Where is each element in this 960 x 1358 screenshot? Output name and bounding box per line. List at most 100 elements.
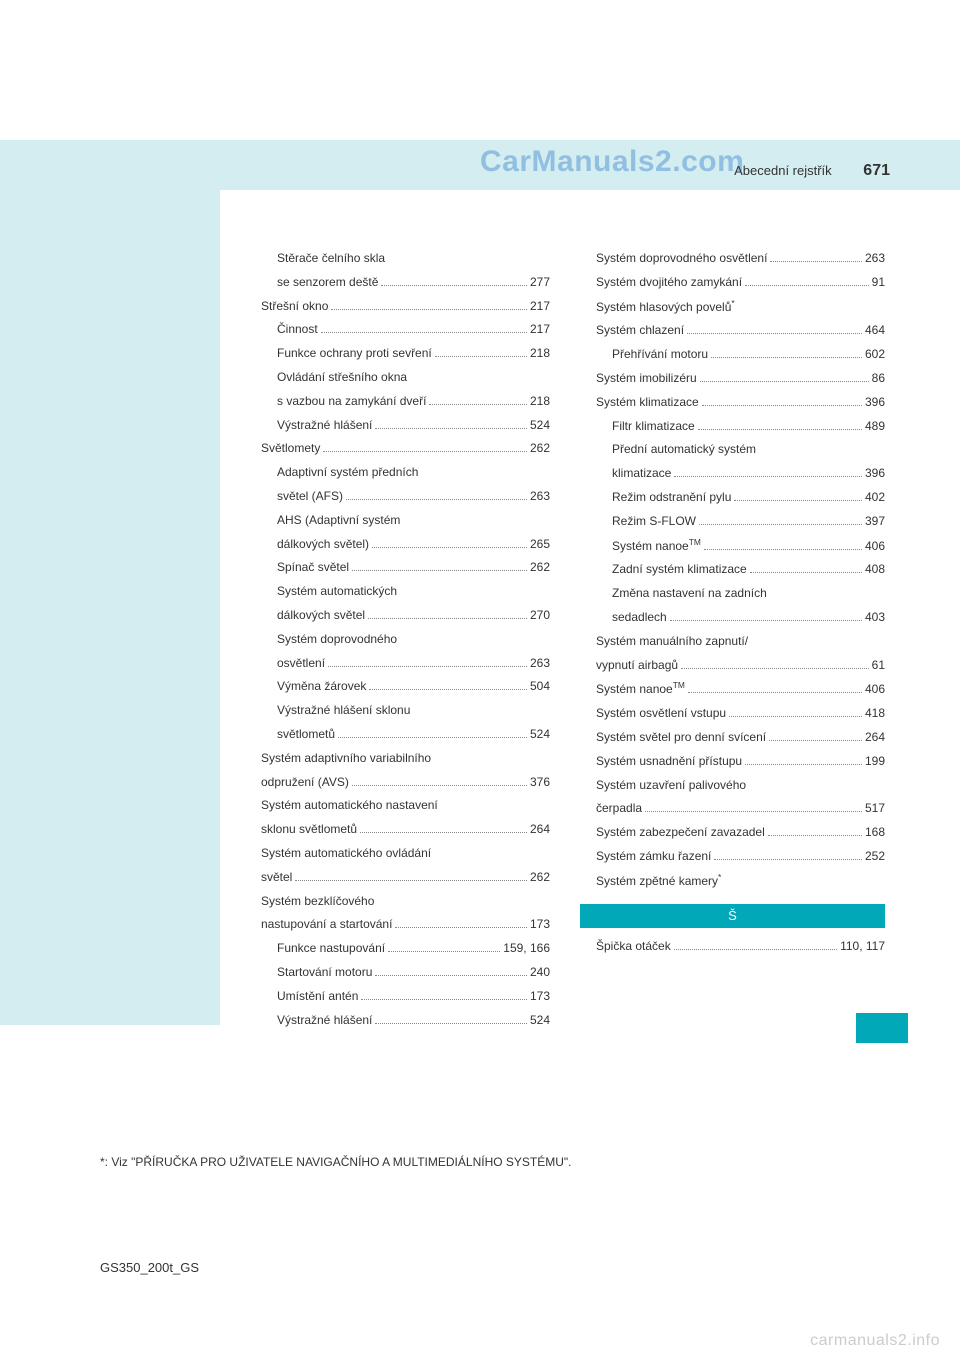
entry-label: nastupování a startování — [261, 916, 392, 933]
leader-dots — [688, 692, 862, 693]
entry-page: 504 — [530, 678, 550, 695]
index-entry: klimatizace396 — [580, 465, 885, 482]
entry-label: dálkových světel) — [277, 536, 369, 553]
index-entry: Systém bezklíčového — [245, 893, 550, 910]
entry-label: Adaptivní systém předních — [277, 464, 418, 481]
index-entry: Ovládání střešního okna — [245, 369, 550, 386]
index-entry: Systém zabezpečení zavazadel168 — [580, 824, 885, 841]
entry-label: odpružení (AVS) — [261, 774, 349, 791]
leader-dots — [770, 261, 862, 262]
entry-label: Stěrače čelního skla — [277, 250, 385, 267]
entry-label: Systém zpětné kamery* — [596, 872, 721, 890]
entry-page: 524 — [530, 417, 550, 434]
entry-label: Systém světel pro denní svícení — [596, 729, 766, 746]
entry-page: 396 — [865, 394, 885, 411]
leader-dots — [331, 309, 527, 310]
entry-page: 517 — [865, 800, 885, 817]
entry-label: AHS (Adaptivní systém — [277, 512, 400, 529]
index-entry: Adaptivní systém předních — [245, 464, 550, 481]
index-entry: Systém světel pro denní svícení 264 — [580, 729, 885, 746]
entry-page: 524 — [530, 726, 550, 743]
index-entry: Stěrače čelního skla — [245, 250, 550, 267]
entry-label: Systém osvětlení vstupu — [596, 705, 726, 722]
index-entry: s vazbou na zamykání dveří218 — [245, 393, 550, 410]
index-entry: sklonu světlometů264 — [245, 821, 550, 838]
index-entry: světel262 — [245, 869, 550, 886]
entry-page: 173 — [530, 916, 550, 933]
entry-page: 376 — [530, 774, 550, 791]
entry-label: Střešní okno — [261, 298, 328, 315]
entry-page: 263 — [865, 250, 885, 267]
header-label: Abecední rejstřík — [734, 163, 832, 178]
leader-dots — [375, 1023, 527, 1024]
leader-dots — [429, 404, 527, 405]
index-entry: světlometů524 — [245, 726, 550, 743]
leader-dots — [734, 500, 862, 501]
entry-page: 418 — [865, 705, 885, 722]
entry-page: 277 — [530, 274, 550, 291]
leader-dots — [352, 570, 527, 571]
leader-dots — [368, 618, 527, 619]
watermark-bottom: carmanuals2.info — [810, 1332, 940, 1350]
entry-page: 173 — [530, 988, 550, 1005]
index-entry: Startování motoru240 — [245, 964, 550, 981]
entry-label: světel (AFS) — [277, 488, 343, 505]
index-entry: Výstražné hlášení sklonu — [245, 702, 550, 719]
index-entry: Systém zpětné kamery* — [580, 872, 885, 890]
leader-dots — [700, 381, 869, 382]
index-entry: Výměna žárovek504 — [245, 678, 550, 695]
entry-label: Systém klimatizace — [596, 394, 699, 411]
index-entry: Střešní okno 217 — [245, 298, 550, 315]
index-entry: Systém automatického nastavení — [245, 797, 550, 814]
leader-dots — [769, 740, 862, 741]
watermark-top: CarManuals2.com — [480, 145, 744, 179]
leader-dots — [645, 811, 862, 812]
entry-page: 464 — [865, 322, 885, 339]
entry-label: Spínač světel — [277, 559, 349, 576]
index-entry: Systém imobilizéru 86 — [580, 370, 885, 387]
index-entry: Přední automatický systém — [580, 441, 885, 458]
entry-label: s vazbou na zamykání dveří — [277, 393, 426, 410]
entry-page: 402 — [865, 489, 885, 506]
entry-page: 91 — [872, 274, 885, 291]
index-entry: světel (AFS)263 — [245, 488, 550, 505]
leader-dots — [360, 832, 527, 833]
entry-label: Startování motoru — [277, 964, 372, 981]
entry-page: 252 — [865, 848, 885, 865]
entry-label: Světlomety — [261, 440, 320, 457]
leader-dots — [711, 357, 862, 358]
entry-page: 217 — [530, 298, 550, 315]
entry-page: 262 — [530, 869, 550, 886]
entry-label: Systém dvojitého zamykání — [596, 274, 742, 291]
index-entry: Systém chlazení464 — [580, 322, 885, 339]
entry-page: 489 — [865, 418, 885, 435]
entry-page: 408 — [865, 561, 885, 578]
entry-label: Systém doprovodného — [277, 631, 397, 648]
entry-page: 86 — [872, 370, 885, 387]
entry-label: Přední automatický systém — [612, 441, 756, 458]
entry-label: Systém nanoeTM — [596, 680, 685, 698]
leader-dots — [674, 476, 862, 477]
leader-dots — [699, 524, 862, 525]
leader-dots — [768, 835, 862, 836]
entry-label: Ovládání střešního okna — [277, 369, 407, 386]
index-entry: Výstražné hlášení524 — [245, 1012, 550, 1029]
entry-label: Systém imobilizéru — [596, 370, 697, 387]
index-entry: Umístění antén173 — [245, 988, 550, 1005]
index-entry: dálkových světel270 — [245, 607, 550, 624]
entry-page: 403 — [865, 609, 885, 626]
entry-label: dálkových světel — [277, 607, 365, 624]
entry-page: 264 — [865, 729, 885, 746]
index-entry: Systém automatických — [245, 583, 550, 600]
index-entry: Přehřívání motoru602 — [580, 346, 885, 363]
leader-dots — [321, 332, 527, 333]
entry-page: 406 — [865, 681, 885, 698]
index-entry: osvětlení263 — [245, 655, 550, 672]
index-entry: Systém doprovodného osvětlení263 — [580, 250, 885, 267]
index-entry: Systém klimatizace 396 — [580, 394, 885, 411]
entry-label: Změna nastavení na zadních — [612, 585, 767, 602]
index-entry: sedadlech403 — [580, 609, 885, 626]
footnote: *: Viz "PŘÍRUČKA PRO UŽIVATELE NAVIGAČNÍ… — [100, 1155, 572, 1169]
index-entry: Systém osvětlení vstupu 418 — [580, 705, 885, 722]
leader-dots — [375, 975, 527, 976]
